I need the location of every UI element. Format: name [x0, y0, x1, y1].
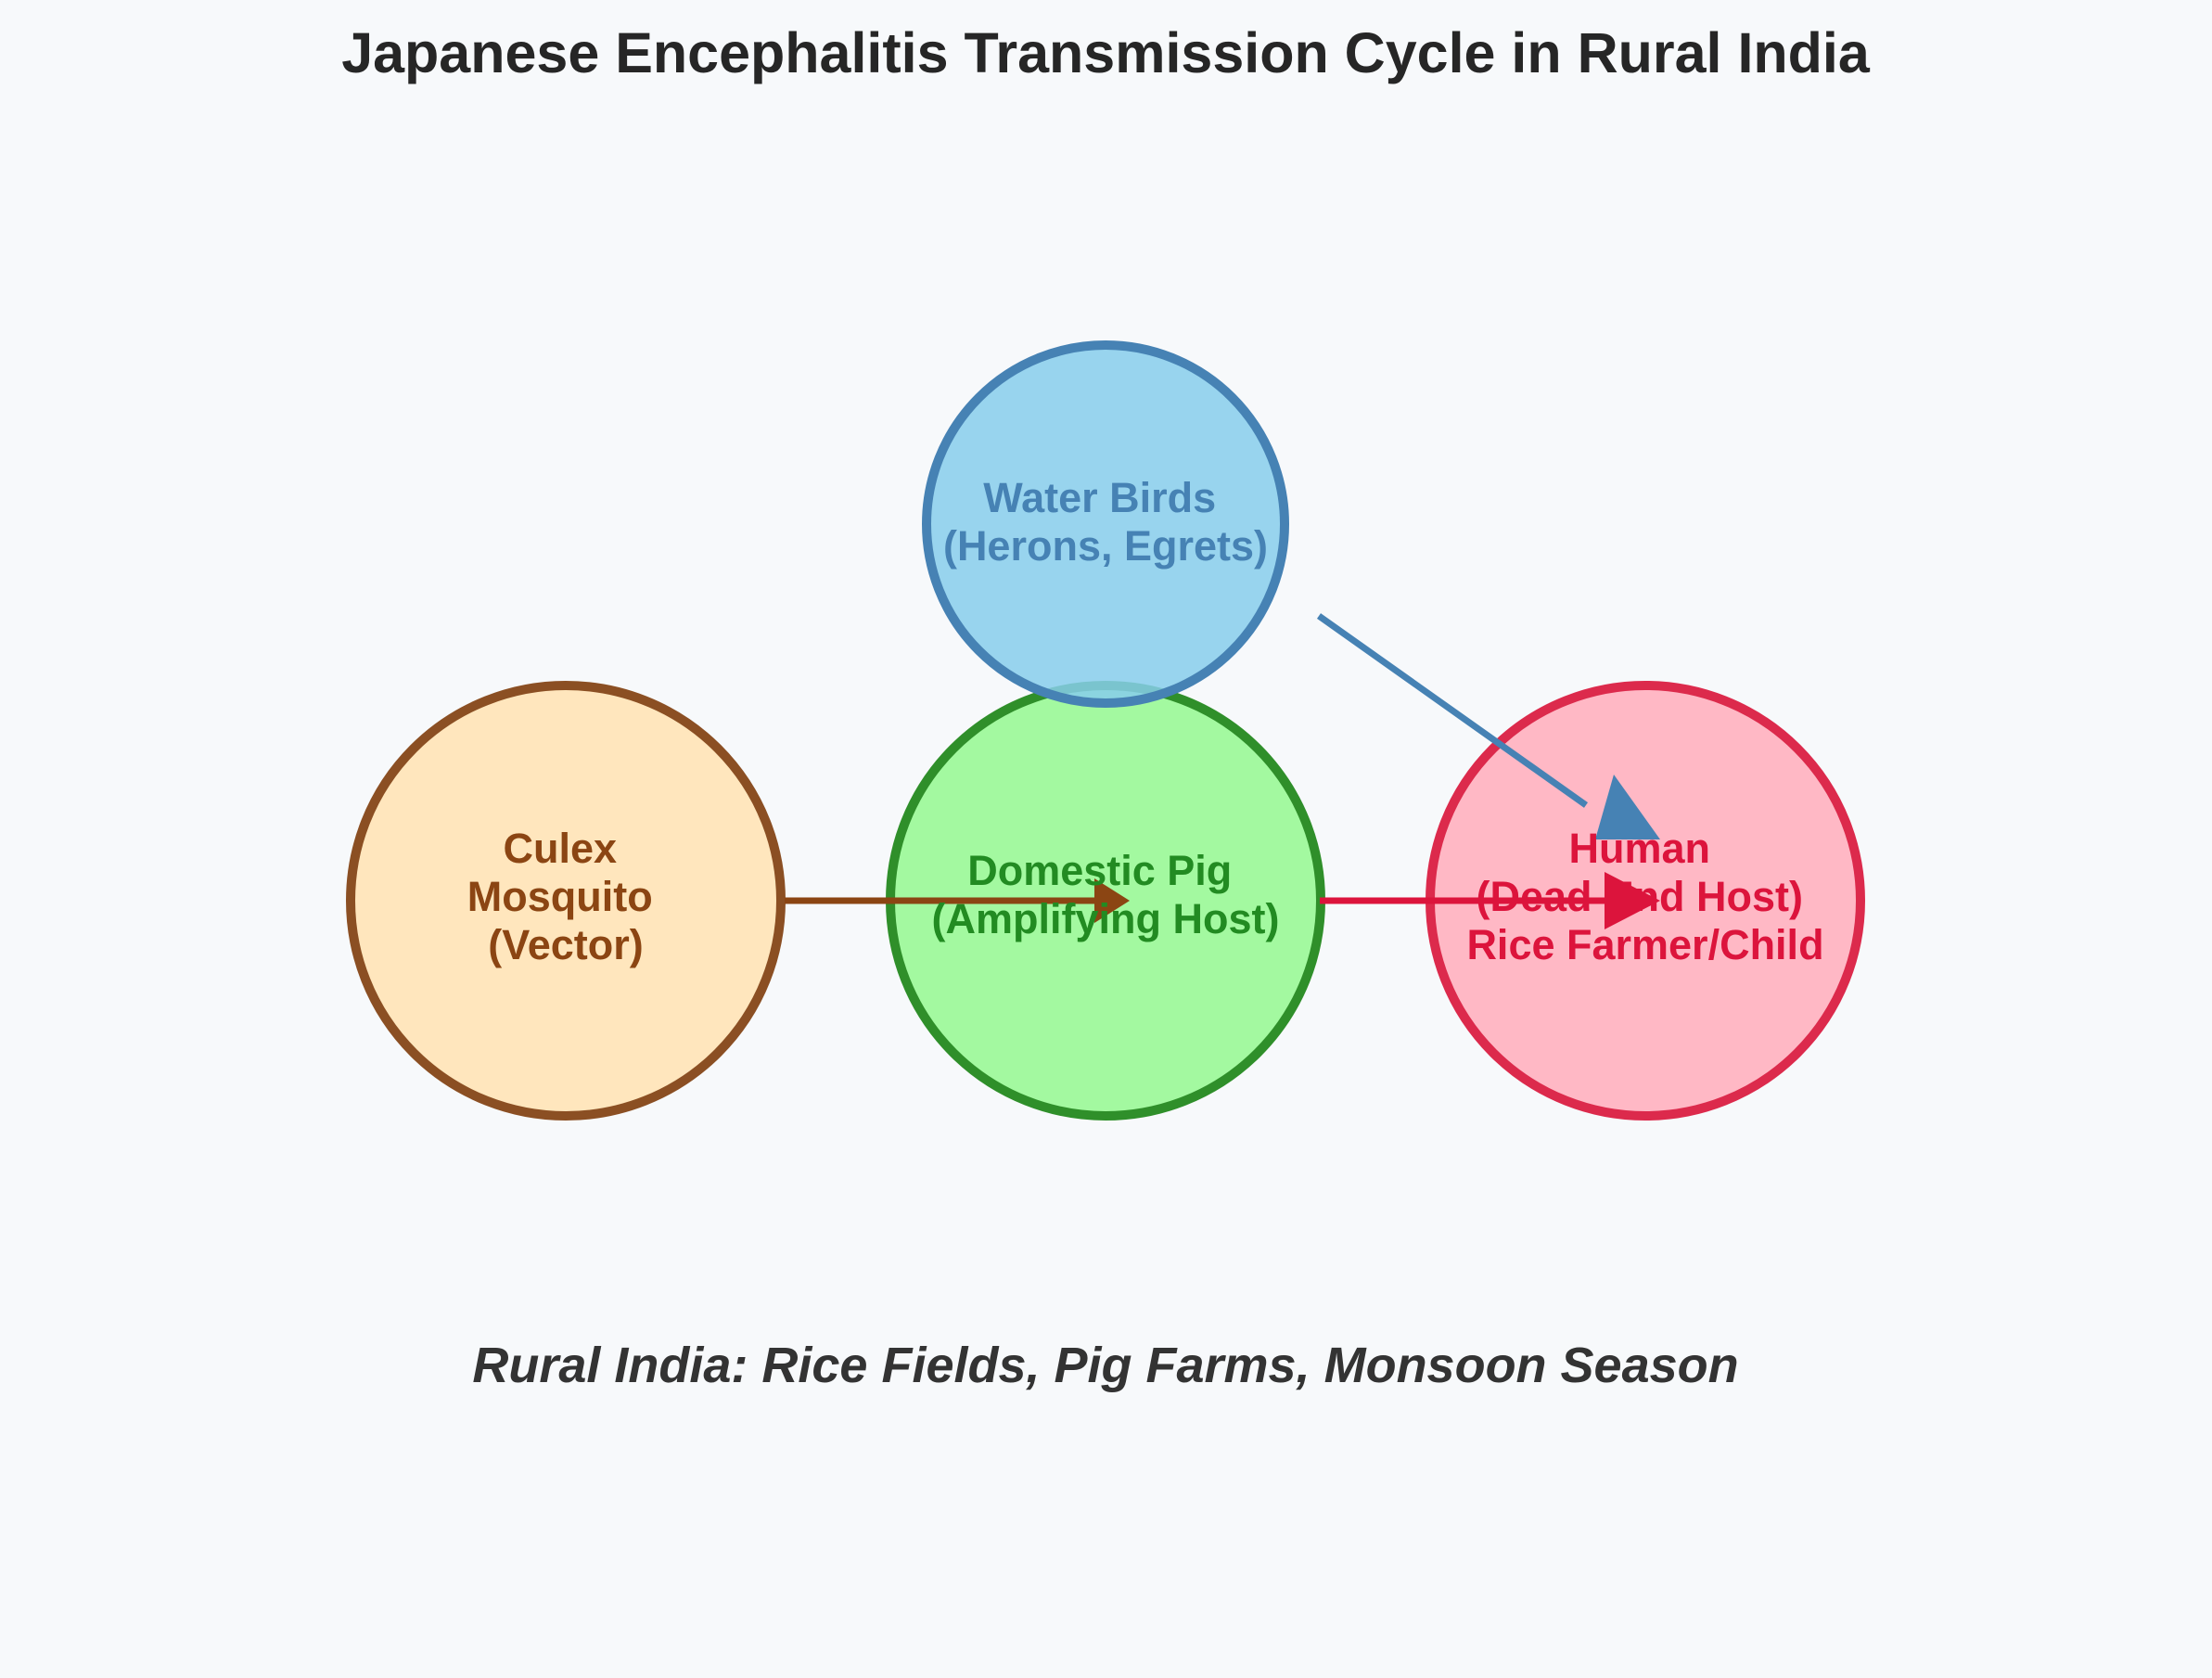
mosquito-label: Culex Mosquito (Vector) [467, 825, 664, 968]
arrow-birds-to-human [1316, 613, 1660, 839]
birds-label-line: Water Birds [983, 474, 1216, 521]
arrow-mosquito-to-pig [785, 878, 1130, 923]
pig-label-line: (Amplifying Host) [932, 895, 1280, 942]
birds-label: Water Birds (Herons, Egrets) [943, 474, 1268, 570]
human-label-line: Human [1568, 825, 1710, 872]
diagram-title: Japanese Encephalitis Transmission Cycle… [341, 21, 1871, 84]
mosquito-label-line: Culex [503, 825, 617, 872]
birds-node [922, 340, 1289, 708]
pig-label-line: Domestic Pig [967, 847, 1232, 894]
human-label: Human (Dead-End Host) Rice Farmer/Child [1466, 825, 1823, 968]
mosquito-label-line: (Vector) [488, 921, 644, 968]
human-label-line: (Dead-End Host) [1476, 873, 1803, 920]
mosquito-node [346, 681, 786, 1121]
arrow-pig-to-human [1320, 872, 1660, 929]
pig-label: Domestic Pig (Amplifying Host) [932, 847, 1280, 942]
mosquito-label-line: Mosquito [467, 873, 653, 920]
diagram-caption: Rural India: Rice Fields, Pig Farms, Mon… [472, 1338, 1738, 1393]
birds-label-line: (Herons, Egrets) [943, 522, 1268, 570]
human-label-line: Rice Farmer/Child [1466, 921, 1823, 968]
